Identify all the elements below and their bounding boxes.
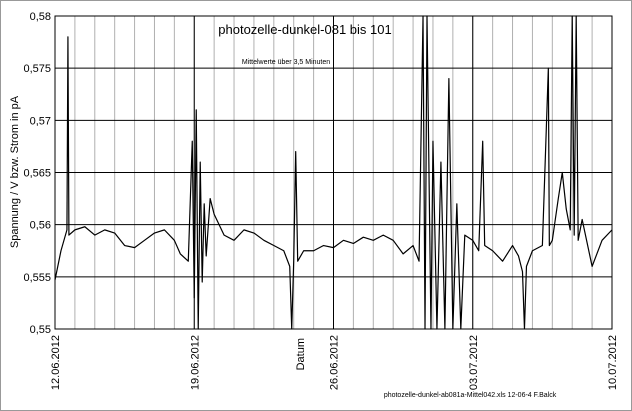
- y-tick-label: 0,575: [23, 63, 51, 75]
- plot-border: [54, 15, 613, 330]
- footnote: photozelle-dunkel-ab081a-Mittel042.xls 1…: [384, 392, 557, 399]
- chart-title: photozelle-dunkel-081 bis 101: [218, 22, 391, 37]
- y-tick-label: 0,58: [30, 11, 51, 23]
- annotation: Mittelwerte über 3,5 Minuten: [242, 59, 330, 66]
- y-tick-label: 0,56: [30, 220, 51, 232]
- x-tick-label: 26.06.2012: [329, 335, 341, 390]
- x-tick-label: 12.06.2012: [50, 335, 62, 390]
- y-tick-label: 0,57: [30, 115, 51, 127]
- x-tick-label: 19.06.2012: [189, 335, 201, 390]
- x-axis-label: Datum: [295, 338, 307, 370]
- y-tick-label: 0,565: [23, 168, 51, 180]
- x-tick-label: 03.07.2012: [468, 335, 480, 390]
- y-axis-label: Spannung / V bzw. Strom in pA: [9, 95, 21, 248]
- y-tick-label: 0,555: [23, 272, 51, 284]
- data-line: [54, 15, 613, 330]
- plot-area: [54, 15, 613, 330]
- x-tick-label: 10.07.2012: [607, 335, 619, 390]
- y-tick-label: 0,55: [30, 324, 51, 336]
